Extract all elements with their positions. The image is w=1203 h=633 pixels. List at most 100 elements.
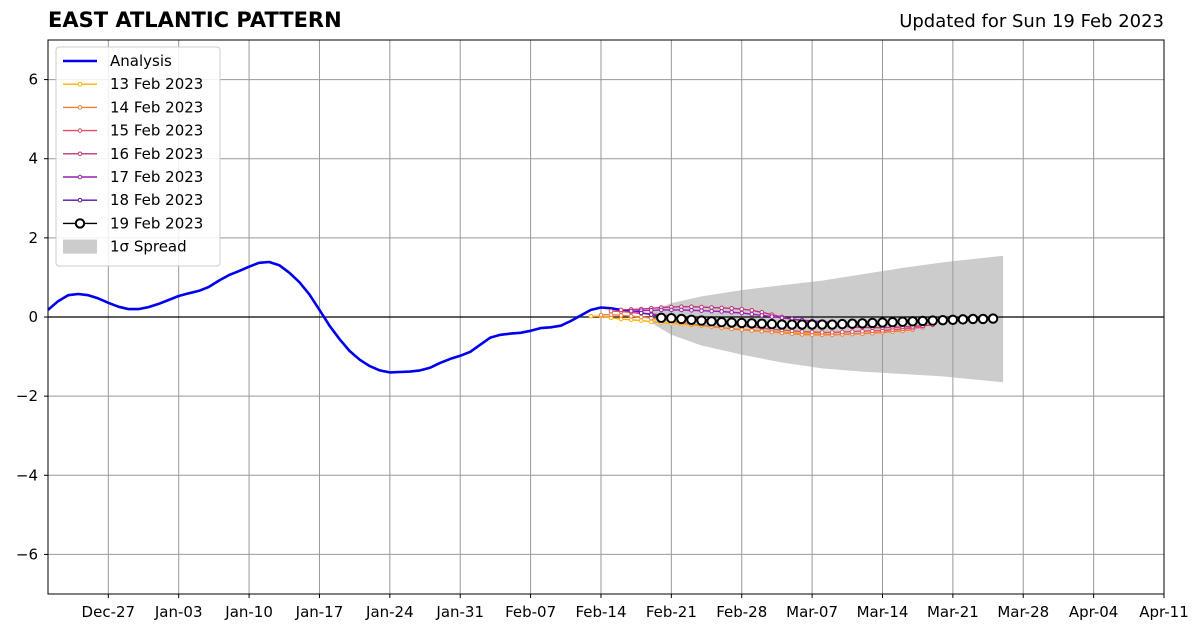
- y-tick-label: −6: [16, 545, 38, 563]
- data-point: [656, 312, 667, 323]
- y-tick-label: −4: [16, 466, 38, 484]
- legend-item: 1σ Spread: [63, 238, 187, 256]
- data-point: [749, 311, 755, 317]
- data-point: [860, 328, 865, 334]
- data-point: [618, 313, 624, 318]
- data-point: [628, 313, 634, 319]
- data-point: [658, 307, 664, 313]
- x-tick-label: Jan-10: [224, 603, 273, 621]
- data-point: [967, 313, 979, 325]
- x-tick-label: Mar-14: [857, 603, 909, 621]
- x-tick-label: Apr-11: [1139, 603, 1189, 621]
- y-tick-label: 4: [28, 150, 38, 168]
- data-point: [628, 308, 634, 314]
- series-line: [47, 260, 642, 374]
- legend-marker: [77, 174, 83, 180]
- data-point: [726, 317, 737, 328]
- legend-item: 18 Feb 2023: [63, 191, 203, 209]
- legend-label: Analysis: [110, 52, 172, 70]
- data-point: [709, 305, 714, 310]
- y-tick-label: 0: [28, 308, 38, 326]
- data-point: [679, 307, 684, 313]
- data-point: [917, 315, 928, 327]
- data-point: [608, 308, 614, 314]
- chart-title: EAST ATLANTIC PATTERN: [48, 8, 342, 32]
- data-point: [628, 317, 634, 323]
- x-tick-label: Jan-03: [154, 603, 203, 621]
- legend: Analysis 13 Feb 2023 14 Feb 2023 15 Feb 202…: [55, 46, 221, 267]
- data-point: [839, 329, 845, 335]
- data-point: [769, 314, 775, 319]
- series-layer: [47, 260, 999, 374]
- legend-marker: [77, 151, 83, 157]
- data-point: [756, 318, 768, 329]
- legend-box: [55, 46, 221, 267]
- data-point: [719, 305, 724, 311]
- data-point: [987, 313, 999, 324]
- data-point: [850, 329, 855, 334]
- data-point: [887, 316, 898, 328]
- y-tick-label: 6: [28, 71, 38, 89]
- data-point: [736, 317, 747, 329]
- data-point: [746, 318, 757, 329]
- data-point: [618, 307, 624, 313]
- data-point: [847, 318, 858, 329]
- x-tick-label: Feb-28: [716, 603, 767, 621]
- legend-label: 18 Feb 2023: [110, 191, 203, 209]
- x-tick-label: Mar-07: [786, 603, 838, 621]
- legend-label: 17 Feb 2023: [110, 168, 203, 186]
- x-tick-label: Jan-17: [295, 603, 344, 621]
- legend-item: 19 Feb 2023: [63, 214, 203, 232]
- x-tick-label: Mar-28: [997, 603, 1049, 621]
- data-point: [638, 310, 644, 316]
- x-tick-label: Feb-21: [646, 603, 697, 621]
- legend-label: 16 Feb 2023: [110, 145, 203, 163]
- data-point: [699, 304, 704, 310]
- data-point: [837, 318, 848, 330]
- legend-marker: [74, 218, 86, 229]
- legend-label: 1σ Spread: [110, 238, 187, 256]
- data-point: [709, 308, 714, 314]
- x-tick-label: Jan-24: [365, 603, 414, 621]
- legend-item: 14 Feb 2023: [63, 98, 203, 116]
- y-tick-label: −2: [16, 387, 38, 405]
- data-point: [686, 314, 697, 325]
- data-point: [897, 316, 908, 327]
- data-point: [957, 314, 969, 325]
- legend-item: 13 Feb 2023: [63, 75, 203, 93]
- data-point: [809, 329, 815, 335]
- data-point: [706, 316, 717, 327]
- data-point: [648, 307, 654, 313]
- data-point: [638, 314, 644, 320]
- spread-band: [651, 255, 1004, 383]
- data-point: [739, 327, 745, 332]
- y-tick-label: 2: [28, 229, 38, 247]
- data-point: [806, 319, 818, 330]
- legend-marker: [77, 105, 83, 110]
- data-point: [799, 329, 805, 334]
- data-point: [827, 319, 838, 330]
- x-tick-label: Feb-07: [505, 603, 556, 621]
- legend-item: 17 Feb 2023: [63, 168, 203, 186]
- x-tick-label: Dec-27: [82, 603, 136, 621]
- data-point: [689, 304, 694, 310]
- data-point: [699, 308, 704, 313]
- chart-subtitle: Updated for Sun 19 Feb 2023: [899, 11, 1164, 32]
- data-point: [819, 330, 825, 335]
- data-point: [739, 306, 745, 312]
- x-tick-label: Mar-21: [927, 603, 979, 621]
- data-point: [676, 313, 687, 325]
- legend-label: 19 Feb 2023: [110, 214, 203, 232]
- legend-marker: [77, 128, 83, 133]
- data-point: [749, 328, 755, 333]
- data-point: [937, 314, 949, 326]
- data-point: [618, 316, 624, 322]
- data-point: [598, 312, 604, 318]
- legend-label: 13 Feb 2023: [110, 75, 203, 93]
- data-point: [648, 312, 654, 317]
- data-point: [829, 330, 835, 335]
- data-point: [729, 309, 734, 315]
- x-tick-label: Apr-04: [1069, 603, 1119, 621]
- series-7: [656, 312, 999, 330]
